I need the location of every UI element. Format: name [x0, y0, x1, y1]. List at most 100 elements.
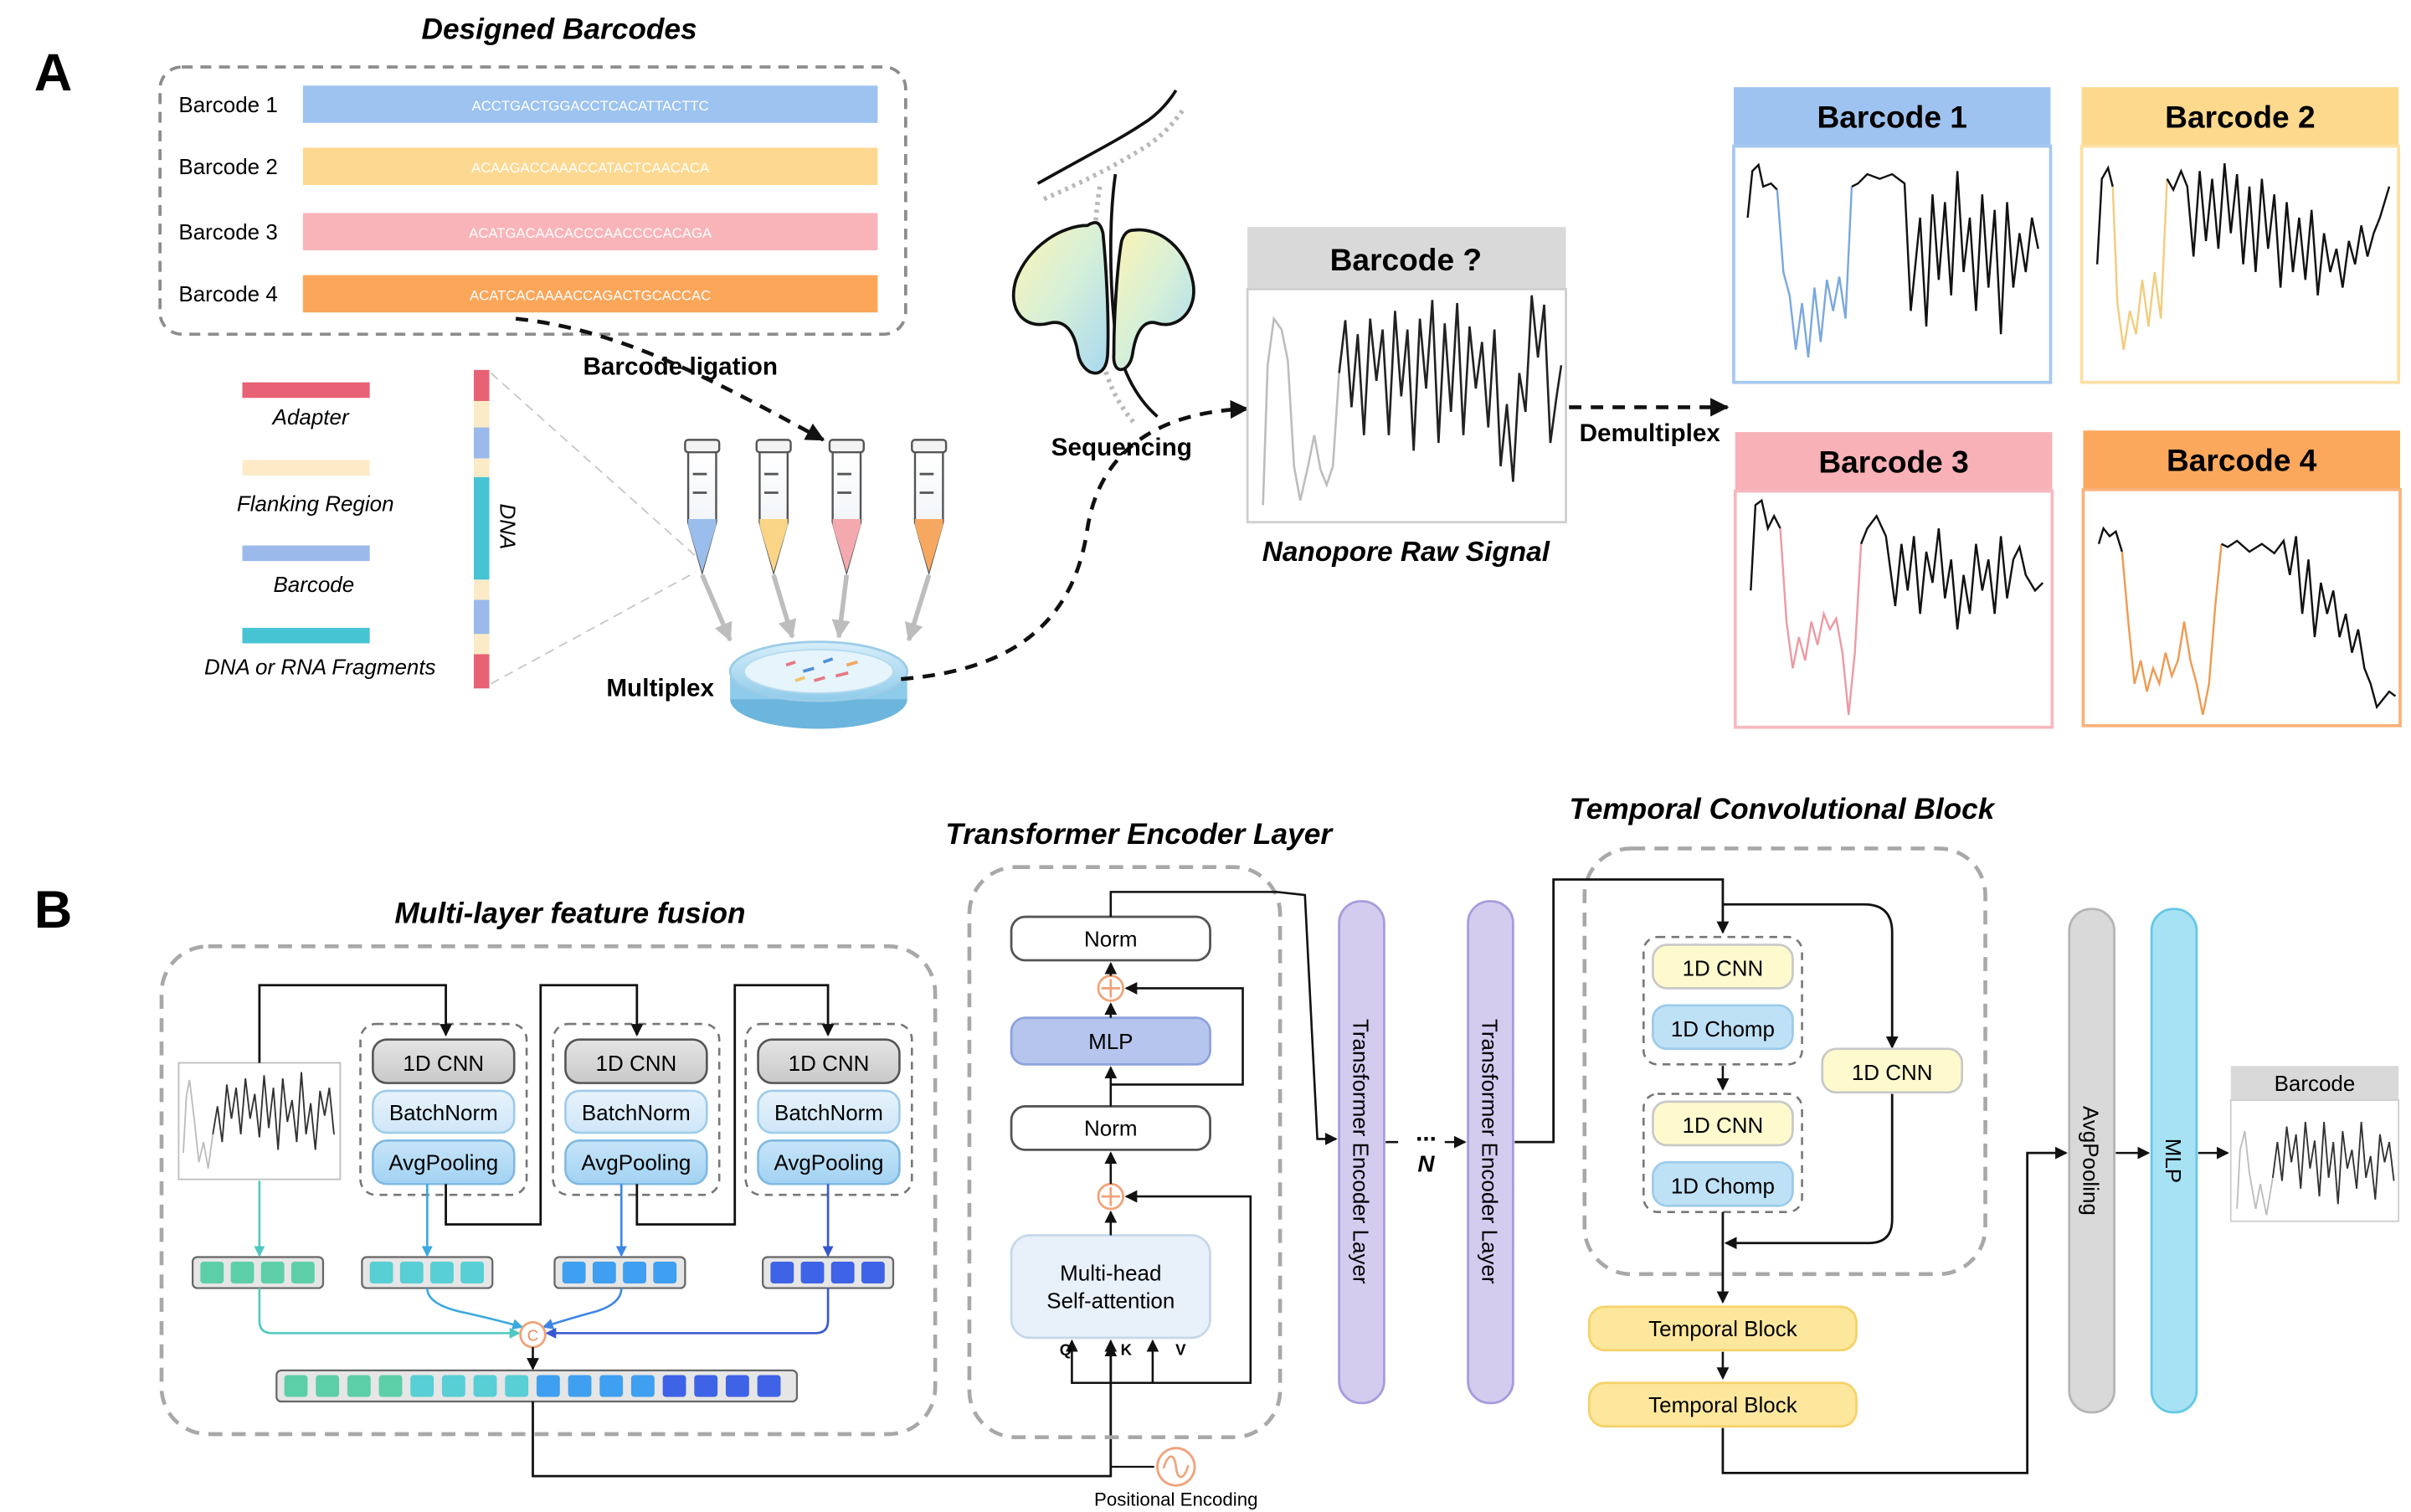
- legend-label-4: DNA or RNA Fragments: [204, 655, 436, 680]
- output-trace-tail-2: [2166, 162, 2391, 296]
- ligation-arrow: [515, 316, 825, 442]
- tcn-subblock-1: [1642, 935, 1803, 1066]
- tube-4: [911, 439, 948, 576]
- feature-vector-3: [553, 1256, 686, 1289]
- attention-q: Q: [1060, 1340, 1072, 1358]
- fusion-input-trace: [212, 1072, 335, 1150]
- norm-top-label: Norm: [1084, 926, 1137, 951]
- output-trace-head-2: [2095, 165, 2114, 265]
- output-trace-tail-4: [2221, 536, 2397, 710]
- dna-zoom-line-bottom: [490, 571, 697, 685]
- fused-feature-vector: [275, 1369, 799, 1403]
- fusion-avgpooling-label-3: AvgPooling: [774, 1150, 884, 1175]
- sample-tubes: [684, 439, 948, 576]
- legend: Adapter Flanking Region Barcode DNA or RNA …: [204, 382, 436, 680]
- output-trace-grey: [2236, 1130, 2274, 1216]
- dna-strip: [473, 369, 490, 689]
- self-attention-line1: Multi-head: [1060, 1260, 1161, 1285]
- fusion-batchnorm-label-2: BatchNorm: [582, 1100, 691, 1125]
- fusion-feature-vectors: [191, 1256, 895, 1289]
- demultiplex-label: Demultiplex: [1580, 419, 1721, 447]
- fusion-cnn-label-1: 1D CNN: [403, 1051, 484, 1076]
- unknown-signal-header: [1247, 227, 1566, 290]
- temporal-block-1: [1587, 1305, 1858, 1352]
- unknown-signal-frame: [1246, 287, 1567, 524]
- temporal-block-1-label: Temporal Block: [1648, 1316, 1798, 1341]
- legend-label-2: Flanking Region: [237, 491, 394, 517]
- self-attention-line2: Self-attention: [1046, 1288, 1175, 1314]
- output-barcode-title-2: Barcode 2: [2165, 99, 2315, 134]
- output-title: Barcode: [2275, 1071, 2356, 1096]
- legend-label-1: Adapter: [271, 404, 350, 429]
- tcn-cnn-1-box: [1652, 944, 1794, 990]
- stack-dots: ...: [1416, 1119, 1437, 1146]
- output-trace: [2271, 1121, 2395, 1205]
- unknown-signal-trace-grey: [1262, 316, 1340, 506]
- tube-1: [684, 439, 721, 576]
- tcn-chomp-2-label: 1D Chomp: [1671, 1173, 1775, 1198]
- barcode-bar-2: [302, 147, 878, 186]
- legend-label-3: Barcode: [273, 572, 354, 597]
- fusion-cnn-label-2: 1D CNN: [596, 1051, 677, 1076]
- fusion-skip-wires: [258, 984, 835, 1226]
- output-mlp-pill: [2150, 908, 2198, 1414]
- attention-k: K: [1121, 1340, 1133, 1358]
- fusion-batchnorm-label-3: BatchNorm: [774, 1100, 883, 1125]
- attention-v: V: [1175, 1340, 1186, 1358]
- petri-dish-icon: [728, 640, 909, 729]
- legend-swatch-4: [242, 627, 370, 644]
- panel-a-label: A: [34, 44, 73, 102]
- tcn-title: Temporal Convolutional Block: [1569, 793, 1996, 825]
- fusion-block-2: 1D CNN BatchNorm AvgPooling: [552, 1022, 721, 1196]
- output-barcode-title-3: Barcode 3: [1818, 444, 1968, 479]
- stack-n: N: [1417, 1150, 1435, 1176]
- tcn-chomp-1-label: 1D Chomp: [1671, 1016, 1775, 1041]
- transformer-title: Transformer Encoder Layer: [945, 818, 1334, 851]
- encoder-layer-label-1: Transformer Encoder Layer: [1348, 1019, 1373, 1284]
- tcn-cnn-2-box: [1652, 1100, 1794, 1147]
- output-barcode-title-1: Barcode 1: [1817, 99, 1966, 134]
- residual-add-bottom-plus: [1101, 1186, 1120, 1206]
- tcn-cnn-1-label: 1D CNN: [1683, 956, 1764, 981]
- tube-3: [828, 439, 865, 576]
- dna-zoom-line-top: [490, 372, 697, 558]
- output-trace-barcode-1: [1776, 186, 1853, 358]
- designed-barcodes-title: Designed Barcodes: [421, 13, 697, 46]
- fusion-block-3: 1D CNN BatchNorm AvgPooling: [744, 1022, 913, 1196]
- positional-encoding-label: Positional Encoding: [1094, 1489, 1257, 1509]
- encoder-layer-label-2: Transformer Encoder Layer: [1477, 1019, 1502, 1284]
- fusion-cnn-label-3: 1D CNN: [789, 1051, 870, 1076]
- output-barcode-panel-2: Barcode 2: [2079, 87, 2401, 384]
- positional-encoding-wave: [1162, 1455, 1190, 1479]
- tcn-residual-branch: [1722, 903, 1899, 1049]
- concat-label: C: [527, 1327, 538, 1345]
- temporal-block-2: [1587, 1381, 1858, 1428]
- output-barcode-title-4: Barcode 4: [2167, 442, 2317, 477]
- feature-vector-4: [762, 1256, 895, 1289]
- unknown-signal-title: Barcode ?: [1330, 242, 1482, 277]
- transformer-wires: [1065, 891, 1338, 1385]
- output-trace-barcode-2: [2111, 178, 2168, 350]
- fusion-input-signal-frame: [177, 1062, 342, 1180]
- nanopore-raw-signal-caption: Nanopore Raw Signal: [1262, 537, 1550, 568]
- barcode-name-2: Barcode 2: [178, 154, 277, 179]
- barcode-ligation-label: Barcode ligation: [583, 352, 778, 380]
- norm-bottom-label: Norm: [1084, 1116, 1137, 1141]
- sequencing-label: Sequencing: [1051, 434, 1192, 461]
- barcode-bar-4: [302, 275, 878, 313]
- avgpooling-pill: [2068, 908, 2115, 1414]
- output-trace-tail-1: [1851, 171, 2039, 335]
- output-trace-tail-3: [1859, 513, 2044, 630]
- legend-swatch-3: [242, 545, 370, 562]
- tcn-residual-cnn-box: [1821, 1047, 1964, 1094]
- demultiplexed-outputs: Barcode 1 Barcode 2 Barcode 3 Barcode 4: [1732, 87, 2402, 729]
- output-mlp-label: MLP: [2161, 1139, 2186, 1183]
- fusion-title: Multi-layer feature fusion: [394, 897, 745, 929]
- unknown-signal-trace: [1338, 295, 1563, 482]
- encoder-layer-pill-1: [1338, 900, 1385, 1405]
- output-trace-head-3: [1750, 498, 1781, 591]
- panel-b-label: B: [34, 881, 73, 939]
- output-trace-head-1: [1746, 162, 1778, 219]
- fusion-avgpooling-label-1: AvgPooling: [388, 1150, 498, 1175]
